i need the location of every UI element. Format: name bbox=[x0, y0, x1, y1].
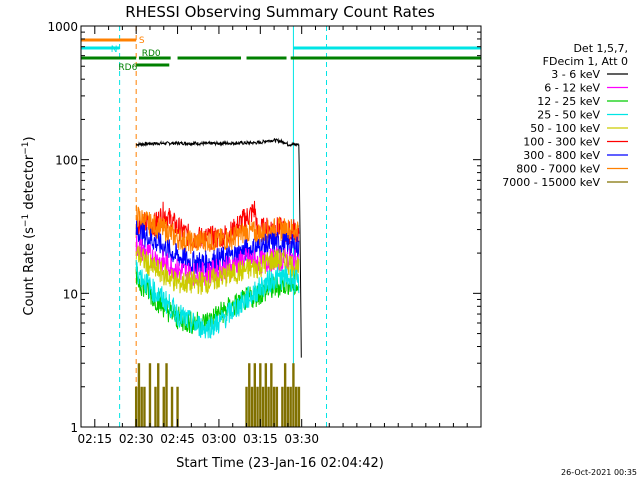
y-axis-label: Count Rate (s−1 detector−1) bbox=[21, 136, 37, 315]
y-axis-label-pre: Count Rate (s bbox=[22, 227, 37, 316]
legend-entry-label-0: 3 - 6 keV bbox=[551, 68, 600, 81]
status-bar-label-rd6: RD6 bbox=[118, 63, 137, 73]
legend-header-0: Det 1,5,7, bbox=[573, 42, 628, 55]
y-tick-label-1000: 1000 bbox=[47, 20, 78, 34]
x-tick-label: 03:30 bbox=[284, 432, 319, 446]
y-tick-label-10: 10 bbox=[63, 287, 78, 301]
x-tick-label: 02:45 bbox=[160, 432, 195, 446]
legend-entry-label-5: 100 - 300 keV bbox=[523, 136, 600, 149]
x-tick-label: 02:15 bbox=[77, 432, 112, 446]
series-2 bbox=[135, 204, 300, 254]
series-0-line bbox=[135, 137, 302, 358]
datestamp: 26-Oct-2021 00:35 bbox=[561, 468, 637, 477]
legend-header-1: FDecim 1, Att 0 bbox=[543, 55, 628, 68]
axes: 1 10 100 1000 02:15 02:30 02:45 03:00 03:15 03:30 bbox=[47, 20, 482, 446]
legend-entry-label-8: 7000 - 15000 keV bbox=[502, 176, 600, 189]
y-axis-label-exp1: −1 bbox=[21, 214, 31, 227]
x-tick-label: 02:30 bbox=[119, 432, 154, 446]
plot-frame bbox=[80, 25, 482, 428]
x-axis-label: Start Time (23-Jan-16 02:04:42) bbox=[176, 456, 384, 471]
y-tick-label-100: 100 bbox=[55, 154, 78, 168]
legend-entry-label-6: 300 - 800 keV bbox=[523, 149, 600, 162]
y-axis-label-exp2: −1 bbox=[21, 141, 31, 154]
series-8 bbox=[134, 363, 301, 427]
status-bar-label-s: S bbox=[139, 36, 145, 46]
series-2-line bbox=[135, 204, 300, 254]
y-axis-label-mid: detector bbox=[22, 154, 37, 214]
legend-entry-label-7: 800 - 7000 keV bbox=[516, 163, 600, 176]
legend-entry-label-2: 12 - 25 keV bbox=[537, 95, 600, 108]
series-5-line bbox=[135, 245, 300, 295]
series-7-line bbox=[135, 259, 300, 339]
legend-entry-label-3: 25 - 50 keV bbox=[537, 109, 600, 122]
series-5 bbox=[135, 245, 300, 295]
series-7 bbox=[135, 259, 300, 339]
legend-entry-label-4: 50 - 100 keV bbox=[530, 122, 600, 135]
x-tick-label: 03:00 bbox=[202, 432, 237, 446]
chart-title: RHESSI Observing Summary Count Rates bbox=[125, 3, 435, 21]
series-0 bbox=[135, 137, 302, 358]
plot-area: S N RD0 RD6 bbox=[81, 26, 481, 427]
x-tick-label: 03:15 bbox=[243, 432, 278, 446]
legend-entry-label-1: 6 - 12 keV bbox=[544, 82, 600, 95]
status-bar-label-n: N bbox=[111, 45, 118, 55]
status-bar-label-rd0: RD0 bbox=[142, 49, 161, 59]
y-tick-label-1: 1 bbox=[70, 421, 78, 435]
y-axis-label-post: ) bbox=[22, 136, 37, 141]
